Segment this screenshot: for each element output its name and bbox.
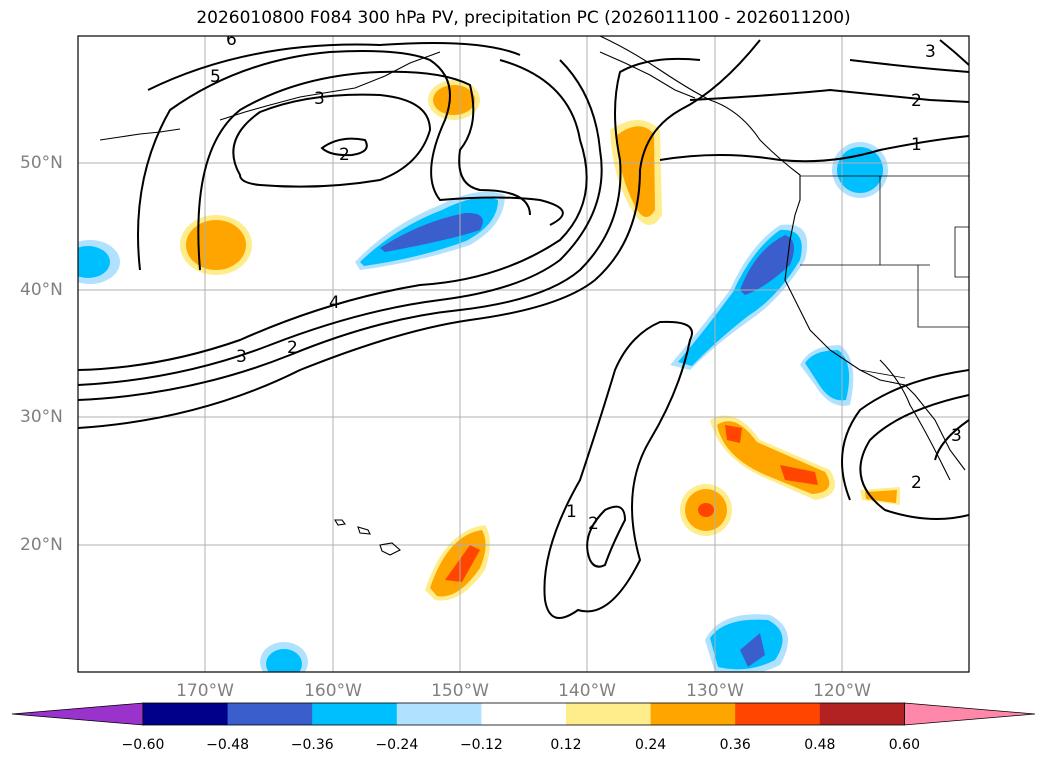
contour-label: 3 <box>925 42 936 62</box>
contour-label: 2 <box>911 91 922 111</box>
colorbar-segment <box>735 703 821 725</box>
lat-label: 40°N <box>20 280 63 300</box>
colorbar-extend-high <box>904 702 1036 726</box>
colorbar-tick-label: 0.60 <box>888 737 920 753</box>
lon-label: 150°W <box>431 681 489 701</box>
colorbar-segment <box>481 703 567 725</box>
colorbar-segment <box>650 703 736 725</box>
colorbar-tick-label: 0.24 <box>635 737 667 753</box>
contour-labels: 6 5 3 2 4 3 2 1 2 3 2 1 2 3 <box>210 30 962 534</box>
colorbar-segment <box>227 703 313 725</box>
gridlines <box>78 36 969 672</box>
borders <box>800 175 969 379</box>
colorbar-segment <box>396 703 482 725</box>
contour-label: 2 <box>287 338 298 358</box>
lat-label: 20°N <box>20 535 63 555</box>
pv-contours <box>78 39 969 619</box>
map-title: 2026010800 F084 300 hPa PV, precipitatio… <box>196 8 851 28</box>
colorbar-segment <box>143 703 229 725</box>
lat-label: 50°N <box>20 153 63 173</box>
contour-label: 3 <box>314 89 325 109</box>
lon-label: 140°W <box>558 681 616 701</box>
colorbar-tick-label: −0.48 <box>206 737 250 753</box>
contour-label: 2 <box>339 145 350 165</box>
colorbar-tick-label: 0.48 <box>804 737 836 753</box>
lat-label: 30°N <box>20 407 63 427</box>
contour-label: 2 <box>588 514 599 534</box>
lon-label: 120°W <box>813 681 871 701</box>
colorbar <box>11 702 1036 726</box>
contour-label: 5 <box>210 67 221 87</box>
colorbar-segment <box>819 703 905 725</box>
contour-label: 6 <box>226 30 237 50</box>
contour-label: 1 <box>911 135 922 155</box>
colorbar-tick-label: −0.24 <box>375 737 419 753</box>
colorbar-tick-label: −0.12 <box>459 737 503 753</box>
contour-label: 2 <box>911 473 922 493</box>
colorbar-segment <box>566 703 652 725</box>
lon-label: 170°W <box>176 681 234 701</box>
lon-label: 160°W <box>304 681 362 701</box>
contour-label: 1 <box>566 502 577 522</box>
colorbar-tick-label: 0.36 <box>719 737 751 753</box>
colorbar-extend-low <box>11 702 144 726</box>
contour-label: 3 <box>236 347 247 367</box>
coastlines <box>99 36 966 556</box>
colorbar-tick-label: −0.36 <box>290 737 334 753</box>
colorbar-tick-label: −0.60 <box>121 737 165 753</box>
precip-negative-shading <box>78 142 888 672</box>
contour-label: 3 <box>951 426 962 446</box>
contour-label: 4 <box>329 293 340 313</box>
colorbar-outline <box>142 702 905 726</box>
lon-label: 130°W <box>686 681 744 701</box>
map-border <box>77 35 970 673</box>
colorbar-segment <box>312 703 398 725</box>
colorbar-tick-label: 0.12 <box>550 737 582 753</box>
